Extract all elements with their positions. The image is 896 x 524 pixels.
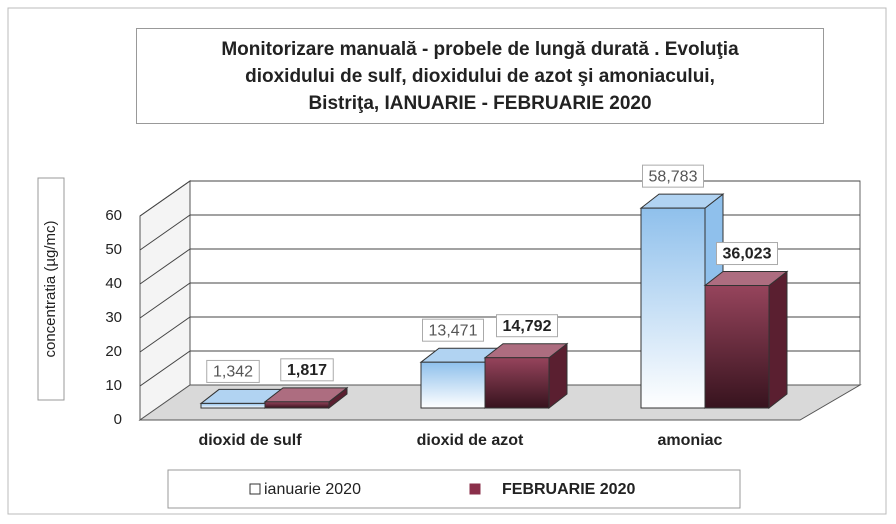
y-axis-title: concentratia (µg/mc): [42, 220, 59, 357]
value-label: 36,023: [723, 246, 772, 263]
value-label: 58,783: [649, 168, 698, 185]
grid-line: [139, 316, 860, 353]
grid-line: [139, 248, 860, 285]
x-tick-label: amoniac: [658, 432, 723, 449]
bar-side: [768, 270, 788, 410]
y-tick-label: 0: [114, 411, 122, 428]
y-tick-label: 30: [105, 309, 122, 326]
value-label: 1,817: [287, 362, 327, 379]
y-tick-label: 60: [105, 207, 122, 224]
value-label: 14,792: [503, 318, 552, 335]
x-tick-label: dioxid de azot: [417, 432, 524, 449]
bar: [484, 357, 550, 409]
value-label-box: [496, 314, 558, 338]
legend-marker: [249, 483, 261, 495]
value-label: 13,471: [429, 322, 478, 339]
value-label-box: [716, 242, 778, 266]
grid-line: [139, 350, 860, 387]
y-label-box: [37, 177, 65, 401]
y-tick-label: 50: [105, 241, 122, 258]
value-label: 1,342: [213, 364, 253, 381]
bar: [640, 207, 706, 409]
bar: [420, 361, 486, 409]
bar: [200, 402, 266, 409]
grid-line: [139, 180, 860, 217]
grid-line: [139, 282, 860, 319]
grid-line: [139, 214, 860, 251]
value-label-box: [280, 358, 334, 382]
y-tick-label: 20: [105, 343, 122, 360]
y-tick-label: 10: [105, 377, 122, 394]
x-tick-label: dioxid de sulf: [198, 432, 302, 449]
chart-title: Monitorizare manuală - probele de lungă …: [136, 28, 824, 124]
bar: [264, 401, 330, 409]
legend-marker: [469, 483, 481, 495]
y-tick-label: 40: [105, 275, 122, 292]
legend-label: ianuarie 2020: [264, 481, 361, 498]
bar: [704, 285, 770, 409]
value-label-box: [422, 318, 484, 342]
value-label-box: [206, 359, 260, 383]
legend-label: FEBRUARIE 2020: [502, 481, 635, 498]
legend-box: [167, 469, 741, 509]
value-label-box: [642, 164, 704, 188]
